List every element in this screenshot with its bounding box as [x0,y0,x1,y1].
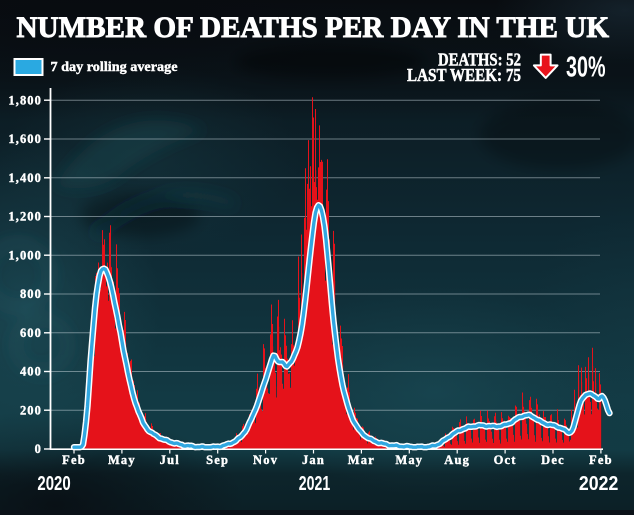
svg-text:2020: 2020 [37,472,70,495]
svg-text:1,000: 1,000 [8,248,42,262]
svg-text:Dec: Dec [541,453,565,467]
svg-text:Feb: Feb [589,453,613,467]
svg-text:Jan: Jan [302,453,325,467]
svg-text:May: May [395,453,423,467]
svg-text:2021: 2021 [299,472,330,495]
svg-text:Aug: Aug [444,453,470,467]
svg-text:DEATHS: 52: DEATHS: 52 [438,50,521,70]
svg-text:200: 200 [20,403,42,417]
svg-text:1,800: 1,800 [8,94,42,108]
svg-text:800: 800 [20,287,42,301]
svg-text:30%: 30% [566,51,606,83]
svg-text:Sep: Sep [206,453,229,467]
svg-text:0: 0 [35,442,42,456]
svg-text:Oct: Oct [494,453,517,467]
svg-text:May: May [108,453,136,467]
svg-text:Nov: Nov [253,453,278,467]
svg-text:400: 400 [20,365,42,379]
svg-text:Mar: Mar [348,453,375,467]
svg-text:LAST WEEK: 75: LAST WEEK: 75 [407,65,521,85]
svg-text:1,400: 1,400 [8,171,42,185]
svg-text:1,200: 1,200 [8,210,42,224]
svg-text:2022: 2022 [579,472,618,495]
svg-text:1,600: 1,600 [8,132,42,146]
svg-text:Jul: Jul [160,453,180,467]
svg-text:7 day rolling average: 7 day rolling average [51,59,178,74]
svg-text:NUMBER OF DEATHS PER DAY IN TH: NUMBER OF DEATHS PER DAY IN THE UK [17,12,610,44]
svg-text:600: 600 [20,326,42,340]
svg-text:Feb: Feb [62,453,86,467]
